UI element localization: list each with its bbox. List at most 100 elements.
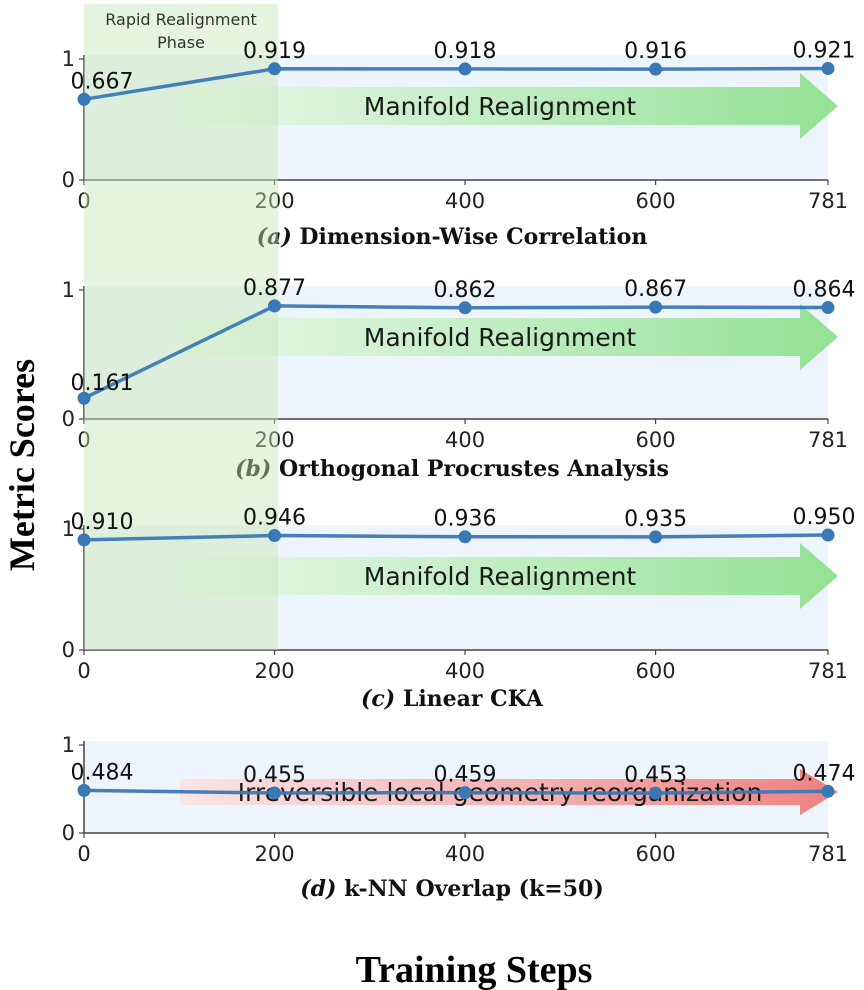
panel-a-x-tick-label: 781 bbox=[808, 189, 848, 213]
panel-c-data-point bbox=[458, 530, 472, 544]
panel-d-data-point bbox=[649, 786, 663, 800]
panel-c-trend-arrow bbox=[180, 543, 838, 609]
panel-d-data-label: 0.455 bbox=[243, 763, 306, 788]
panel-b-caption-title: Orthogonal Procrustes Analysis bbox=[279, 456, 669, 482]
panel-c-caption: (c) Linear CKA bbox=[361, 686, 544, 712]
panel-d-caption: (d) k-NN Overlap (k=50) bbox=[300, 876, 604, 902]
panel-a-data-point bbox=[77, 92, 91, 106]
panel-d-data-label: 0.459 bbox=[434, 763, 497, 788]
panel-a: 0 1 0 200 400 600 781 Manifold Realignment (a) D… bbox=[62, 47, 848, 250]
panel-d-x-tick-label: 600 bbox=[636, 842, 676, 866]
panel-c-data-point bbox=[649, 530, 663, 544]
panel-b-x-tick-label: 0 bbox=[77, 428, 90, 452]
phase-label-line2: Phase bbox=[157, 33, 205, 52]
panel-c-x-tick-label: 400 bbox=[445, 659, 485, 683]
panel-a-data-point bbox=[268, 62, 282, 76]
panel-a-data-label: 0.921 bbox=[793, 39, 856, 64]
panel-a-y-tick-label: 1 bbox=[62, 47, 75, 71]
phase-label-line1: Rapid Realignment bbox=[105, 10, 257, 29]
panel-a-x-tick-label: 400 bbox=[445, 189, 485, 213]
panel-d-y-tick-label: 1 bbox=[62, 733, 75, 757]
panel-d-data-point bbox=[77, 783, 91, 797]
panel-b-data-point bbox=[458, 301, 472, 315]
panel-c-series: 0.910 0.946 0.936 0.935 0.950 bbox=[71, 505, 856, 547]
panel-d-data-point bbox=[458, 786, 472, 800]
series-layer: 0.667 0.919 0.918 0.916 0.921 0.161 0.877 0.862… bbox=[71, 39, 856, 800]
panel-c-data-label: 0.936 bbox=[434, 507, 497, 532]
panel-b-x-tick-label: 600 bbox=[636, 428, 676, 452]
panel-b-data-point bbox=[649, 300, 663, 314]
panel-a-data-label: 0.919 bbox=[243, 39, 306, 64]
panel-a-caption-letter: (a) bbox=[257, 224, 300, 250]
panel-b-x-tick-label: 200 bbox=[254, 428, 294, 452]
panel-d-x-tick-label: 781 bbox=[808, 842, 848, 866]
panel-a-x-tick-label: 600 bbox=[636, 189, 676, 213]
panel-b-data-label: 0.862 bbox=[434, 278, 497, 303]
panel-c-caption-title: Linear CKA bbox=[403, 686, 544, 712]
panel-d-y-tick-label: 0 bbox=[62, 821, 75, 845]
panel-a-x-tick-label: 200 bbox=[254, 189, 294, 213]
panel-d-data-label: 0.453 bbox=[624, 763, 687, 788]
panel-b-data-label: 0.161 bbox=[71, 371, 134, 396]
panel-a-data-point bbox=[649, 62, 663, 76]
panel-b-trend-arrow bbox=[180, 304, 838, 370]
panel-c-x-tick-label: 781 bbox=[808, 659, 848, 683]
panel-d-x-tick-label: 0 bbox=[77, 842, 90, 866]
panel-c-data-label: 0.950 bbox=[793, 505, 856, 530]
panel-b-data-point bbox=[77, 391, 91, 405]
panel-d-series: 0.484 0.455 0.459 0.453 0.474 bbox=[71, 760, 856, 800]
panel-c-x-tick-label: 200 bbox=[254, 659, 294, 683]
panel-c-data-point bbox=[268, 529, 282, 543]
panel-c-data-label: 0.935 bbox=[624, 507, 687, 532]
panel-a-y-tick-label: 0 bbox=[62, 168, 75, 192]
panel-a-data-label: 0.918 bbox=[434, 39, 497, 64]
panel-b-caption: (b) Orthogonal Procrustes Analysis bbox=[235, 456, 669, 482]
x-axis-label: Training Steps bbox=[356, 949, 593, 990]
panel-a-data-label: 0.667 bbox=[71, 69, 134, 94]
panel-a-trend-arrow bbox=[180, 73, 838, 139]
panel-a-caption: (a) Dimension-Wise Correlation bbox=[257, 224, 648, 250]
panel-b-y-tick-label: 1 bbox=[62, 278, 75, 302]
panel-b-x-tick-label: 781 bbox=[808, 428, 848, 452]
panel-b-arrow-text: Manifold Realignment bbox=[364, 323, 637, 352]
panel-a-data-label: 0.916 bbox=[624, 39, 687, 64]
panel-d-data-label: 0.474 bbox=[793, 761, 856, 786]
y-axis-label: Metric Scores bbox=[2, 359, 42, 571]
panel-b-data-label: 0.867 bbox=[624, 277, 687, 302]
panel-d-data-label: 0.484 bbox=[71, 760, 134, 785]
panel-a-x-tick-label: 0 bbox=[77, 189, 90, 213]
panel-a-series: 0.667 0.919 0.918 0.916 0.921 bbox=[71, 39, 856, 106]
panel-d-x-tick-label: 400 bbox=[445, 842, 485, 866]
panel-c-caption-letter: (c) bbox=[361, 686, 403, 712]
panel-d-data-point bbox=[821, 784, 835, 798]
panel-b-data-point bbox=[268, 299, 282, 313]
panel-b-series: 0.161 0.877 0.862 0.867 0.864 bbox=[71, 276, 856, 405]
panel-b-data-label: 0.864 bbox=[793, 278, 856, 303]
panel-a-arrow-text: Manifold Realignment bbox=[364, 92, 637, 121]
rapid-realignment-phase-band bbox=[84, 4, 278, 650]
panel-c-arrow-text: Manifold Realignment bbox=[364, 562, 637, 591]
panel-c: 0 1 0 200 400 600 781 Manifold Realignment (c) L… bbox=[62, 517, 848, 712]
panel-b-data-point bbox=[821, 301, 835, 315]
panel-c-data-label: 0.946 bbox=[243, 506, 306, 531]
panel-b-y-tick-label: 0 bbox=[62, 407, 75, 431]
panel-d-caption-letter: (d) bbox=[300, 876, 344, 902]
panel-c-y-tick-label: 0 bbox=[62, 638, 75, 662]
panel-d-data-point bbox=[268, 786, 282, 800]
panel-c-x-tick-label: 0 bbox=[77, 659, 90, 683]
panel-c-y-tick-label: 1 bbox=[62, 517, 75, 541]
panel-b-data-label: 0.877 bbox=[243, 276, 306, 301]
panel-c-data-point bbox=[77, 533, 91, 547]
panel-d-caption-title: k-NN Overlap (k=50) bbox=[344, 876, 604, 902]
panel-a-data-point bbox=[821, 62, 835, 76]
panel-a-data-point bbox=[458, 62, 472, 76]
panel-d-x-tick-label: 200 bbox=[254, 842, 294, 866]
panel-c-data-point bbox=[821, 528, 835, 542]
panel-c-data-label: 0.910 bbox=[71, 510, 134, 535]
panel-c-x-tick-label: 600 bbox=[636, 659, 676, 683]
panel-b-caption-letter: (b) bbox=[235, 456, 279, 482]
panel-b-x-tick-label: 400 bbox=[445, 428, 485, 452]
panel-a-caption-title: Dimension-Wise Correlation bbox=[299, 224, 647, 250]
